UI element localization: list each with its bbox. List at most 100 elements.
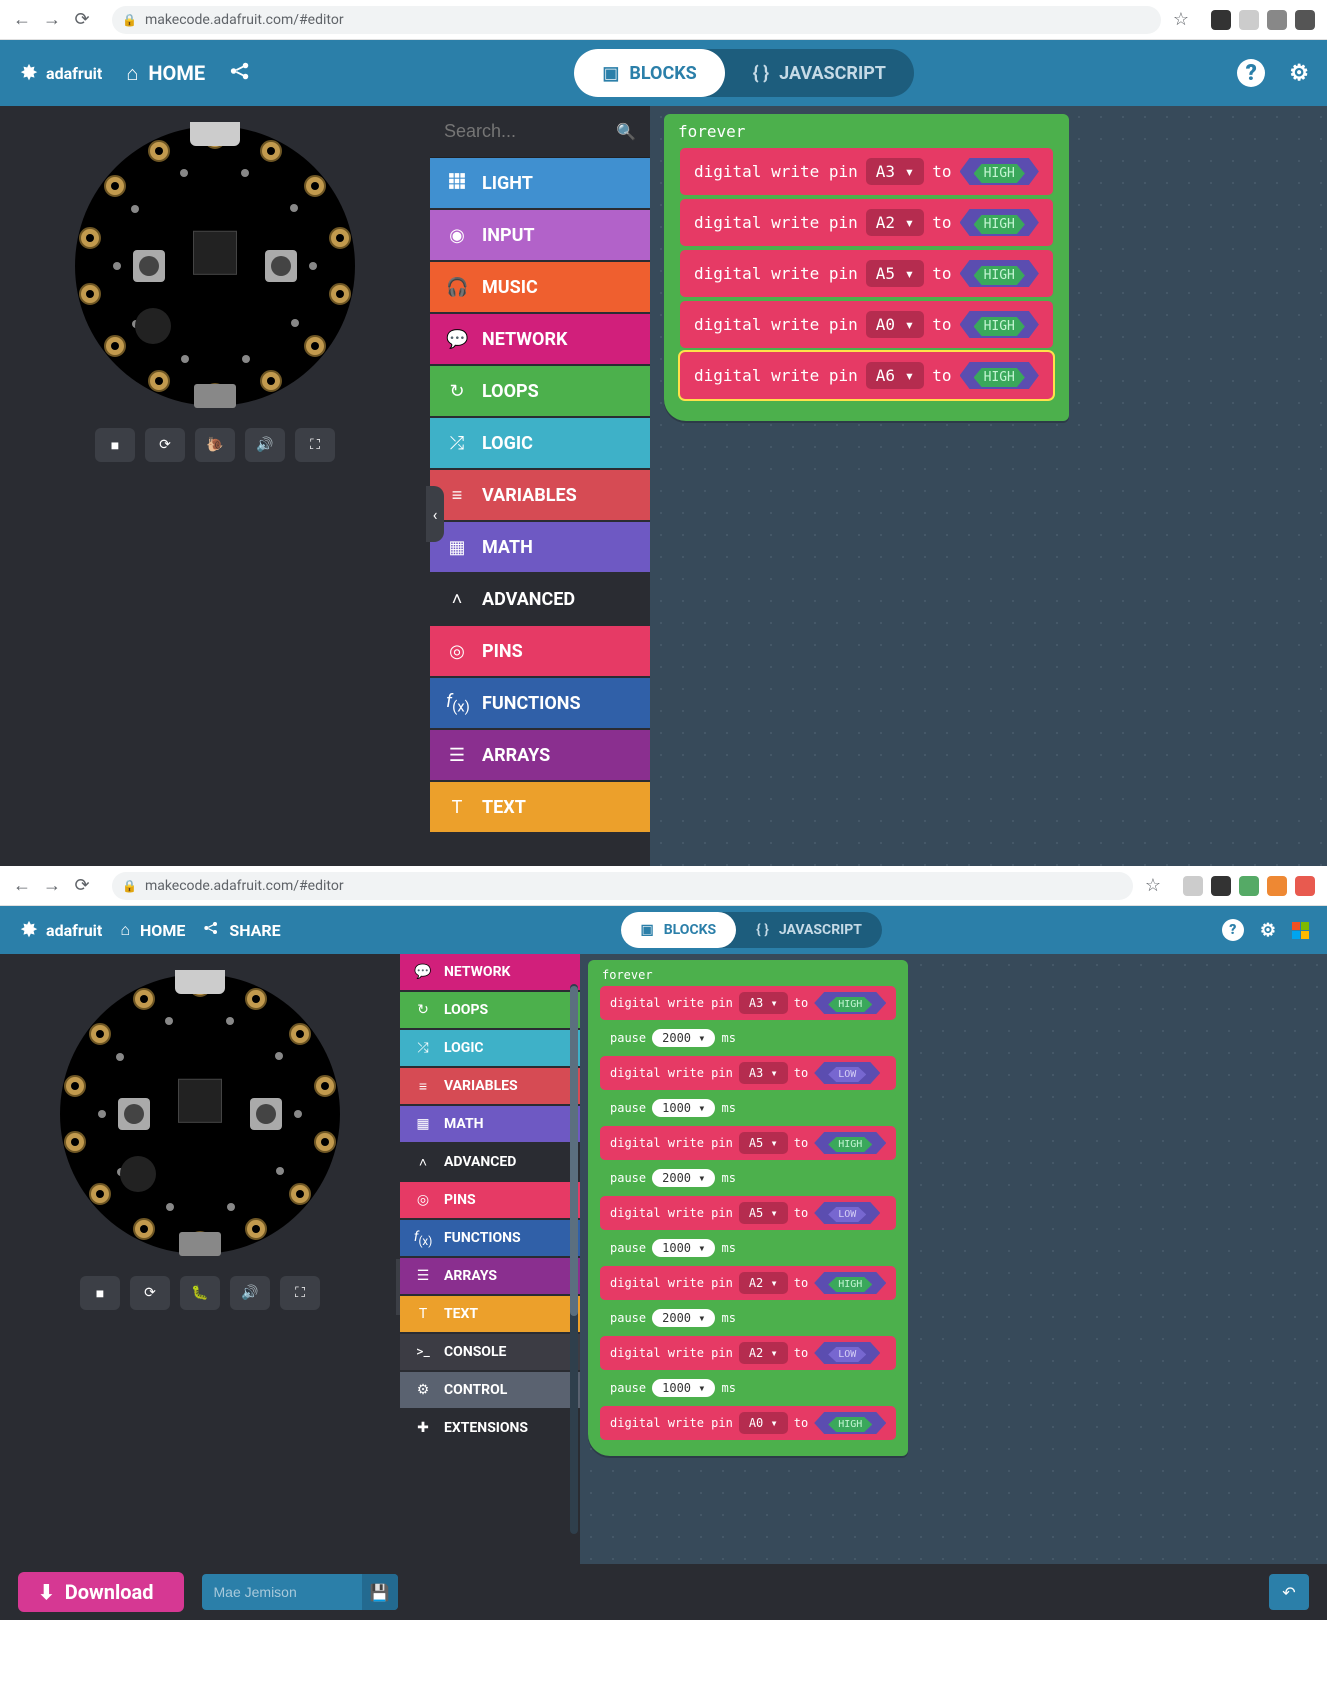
digital-write-block[interactable]: digital write pin A2 ▾ to LOW xyxy=(600,1336,896,1370)
forever-block[interactable]: forever digital write pin A3 ▾ to HIGH p… xyxy=(588,960,908,1456)
pin-dropdown[interactable]: A5 ▾ xyxy=(739,1132,788,1154)
category-math[interactable]: ▦MATH xyxy=(430,522,650,574)
pause-block[interactable]: pause 1000 ▾ ms xyxy=(600,1373,896,1403)
extension-icon[interactable] xyxy=(1211,10,1231,30)
gear-icon[interactable]: ⚙ xyxy=(1289,61,1309,86)
button-a[interactable] xyxy=(133,250,165,282)
help-icon[interactable]: ? xyxy=(1237,59,1265,87)
tab-javascript[interactable]: { } JAVASCRIPT xyxy=(736,912,882,948)
pause-ms-dropdown[interactable]: 1000 ▾ xyxy=(652,1239,715,1257)
category-text[interactable]: TTEXT xyxy=(400,1296,580,1334)
download-button[interactable]: ⬇ Download xyxy=(18,1572,184,1612)
extension-icon[interactable] xyxy=(1295,876,1315,896)
pin-dropdown[interactable]: A0 ▾ xyxy=(866,311,925,338)
fullscreen-button[interactable]: ⛶ xyxy=(295,428,335,462)
circuit-playground-board[interactable] xyxy=(60,974,340,1254)
pin-dropdown[interactable]: A2 ▾ xyxy=(866,209,925,236)
pause-ms-dropdown[interactable]: 2000 ▾ xyxy=(652,1029,715,1047)
digital-write-block[interactable]: digital write pin A5 ▾ to LOW xyxy=(600,1196,896,1230)
digital-write-block[interactable]: digital write pin A2 ▾ to HIGH xyxy=(600,1266,896,1300)
category-functions[interactable]: f(x)FUNCTIONS xyxy=(430,678,650,730)
forward-button[interactable]: → xyxy=(42,876,62,896)
pin-dropdown[interactable]: A2 ▾ xyxy=(739,1342,788,1364)
category-arrays[interactable]: ☰ARRAYS xyxy=(400,1258,580,1296)
pin-dropdown[interactable]: A5 ▾ xyxy=(739,1202,788,1224)
search-input[interactable] xyxy=(444,121,606,142)
tab-blocks[interactable]: ▣ BLOCKS xyxy=(621,912,737,948)
pause-ms-dropdown[interactable]: 1000 ▾ xyxy=(652,1099,715,1117)
pause-block[interactable]: pause 2000 ▾ ms xyxy=(600,1163,896,1193)
digital-write-block[interactable]: digital write pin A3 ▾ to LOW xyxy=(600,1056,896,1090)
category-logic[interactable]: ⤮LOGIC xyxy=(430,418,650,470)
back-button[interactable]: ← xyxy=(12,10,32,30)
pause-block[interactable]: pause 2000 ▾ ms xyxy=(600,1303,896,1333)
pause-block[interactable]: pause 1000 ▾ ms xyxy=(600,1093,896,1123)
toolbox-scrollbar[interactable] xyxy=(570,984,578,1534)
value-slot[interactable]: HIGH xyxy=(960,209,1039,236)
digital-write-block[interactable]: digital write pin A3 ▾ to HIGH xyxy=(600,986,896,1020)
button-b[interactable] xyxy=(250,1098,282,1130)
ms-icon[interactable] xyxy=(1292,922,1309,939)
home-button[interactable]: ⌂ HOME xyxy=(126,61,205,86)
fullscreen-button[interactable]: ⛶ xyxy=(280,1276,320,1310)
category-variables[interactable]: ≡VARIABLES xyxy=(400,1068,580,1106)
stop-button[interactable]: ■ xyxy=(80,1276,120,1310)
debug-button[interactable]: 🐛 xyxy=(180,1276,220,1310)
pin-dropdown[interactable]: A3 ▾ xyxy=(866,158,925,185)
category-network[interactable]: 💬NETWORK xyxy=(400,954,580,992)
button-b[interactable] xyxy=(265,250,297,282)
search-icon[interactable]: 🔍 xyxy=(616,122,636,141)
value-slot[interactable]: HIGH xyxy=(960,362,1039,389)
reload-button[interactable]: ⟳ xyxy=(72,10,92,30)
mute-button[interactable]: 🔊 xyxy=(230,1276,270,1310)
pause-block[interactable]: pause 1000 ▾ ms xyxy=(600,1233,896,1263)
category-arrays[interactable]: ☰ARRAYS xyxy=(430,730,650,782)
stop-button[interactable]: ■ xyxy=(95,428,135,462)
digital-write-block[interactable]: digital write pin A2 ▾ to HIGH xyxy=(680,199,1053,246)
value-slot[interactable]: LOW xyxy=(814,1062,880,1084)
value-slot[interactable]: HIGH xyxy=(814,1412,886,1434)
category-pins[interactable]: ◎PINS xyxy=(400,1182,580,1220)
category-pins[interactable]: ◎PINS xyxy=(430,626,650,678)
pause-ms-dropdown[interactable]: 1000 ▾ xyxy=(652,1379,715,1397)
category-advanced[interactable]: ˄ADVANCED xyxy=(400,1144,580,1182)
pin-dropdown[interactable]: A0 ▾ xyxy=(739,1412,788,1434)
gear-icon[interactable]: ⚙ xyxy=(1260,920,1276,941)
pin-dropdown[interactable]: A3 ▾ xyxy=(739,992,788,1014)
share-button[interactable]: SHARE xyxy=(203,920,280,940)
undo-button[interactable]: ↶ xyxy=(1269,1574,1309,1610)
pause-ms-dropdown[interactable]: 2000 ▾ xyxy=(652,1309,715,1327)
reload-button[interactable]: ⟳ xyxy=(72,876,92,896)
restart-button[interactable]: ⟳ xyxy=(145,428,185,462)
pin-dropdown[interactable]: A2 ▾ xyxy=(739,1272,788,1294)
category-light[interactable]: LIGHT xyxy=(430,158,650,210)
digital-write-block[interactable]: digital write pin A0 ▾ to HIGH xyxy=(600,1406,896,1440)
extension-icon[interactable] xyxy=(1239,10,1259,30)
category-loops[interactable]: ↻LOOPS xyxy=(400,992,580,1030)
tab-javascript[interactable]: { } JAVASCRIPT xyxy=(725,49,914,97)
value-slot[interactable]: LOW xyxy=(814,1202,880,1224)
digital-write-block[interactable]: digital write pin A5 ▾ to HIGH xyxy=(600,1126,896,1160)
adafruit-logo[interactable]: adafruit xyxy=(18,62,102,84)
help-icon[interactable]: ? xyxy=(1222,919,1244,941)
collapse-handle[interactable]: ‹ xyxy=(426,486,444,542)
pin-dropdown[interactable]: A6 ▾ xyxy=(866,362,925,389)
value-slot[interactable]: HIGH xyxy=(960,311,1039,338)
url-bar[interactable]: 🔒 makecode.adafruit.com/#editor xyxy=(112,872,1133,900)
value-slot[interactable]: HIGH xyxy=(960,260,1039,287)
digital-write-block[interactable]: digital write pin A6 ▾ to HIGH xyxy=(680,352,1053,399)
tab-blocks[interactable]: ▣ BLOCKS xyxy=(574,49,724,97)
category-input[interactable]: ◉INPUT xyxy=(430,210,650,262)
star-button[interactable]: ☆ xyxy=(1143,876,1163,896)
category-text[interactable]: TTEXT xyxy=(430,782,650,834)
value-slot[interactable]: HIGH xyxy=(814,992,886,1014)
pause-block[interactable]: pause 2000 ▾ ms xyxy=(600,1023,896,1053)
home-button[interactable]: ⌂ HOME xyxy=(120,920,185,940)
save-icon[interactable]: 💾 xyxy=(362,1574,398,1610)
mute-button[interactable]: 🔊 xyxy=(245,428,285,462)
category-loops[interactable]: ↻LOOPS xyxy=(430,366,650,418)
forward-button[interactable]: → xyxy=(42,10,62,30)
category-control[interactable]: ⚙CONTROL xyxy=(400,1372,580,1410)
digital-write-block[interactable]: digital write pin A3 ▾ to HIGH xyxy=(680,148,1053,195)
extension-icon[interactable] xyxy=(1183,876,1203,896)
